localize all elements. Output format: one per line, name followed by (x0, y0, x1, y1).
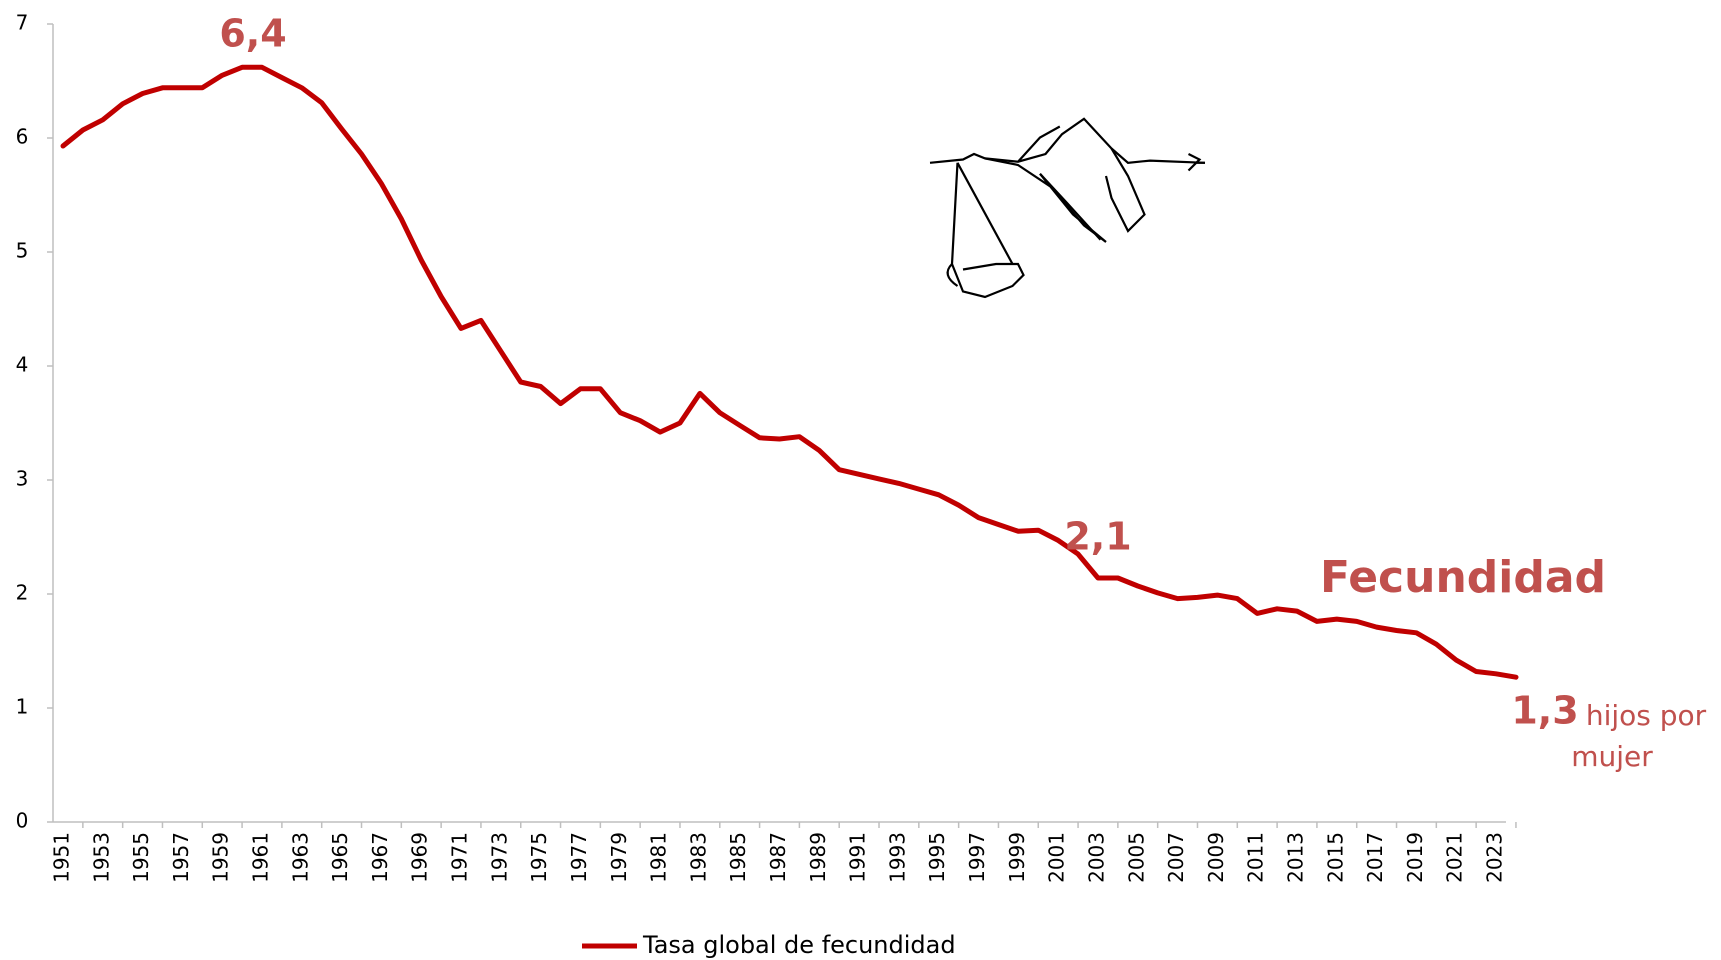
x-tick-label: 2013 (1284, 832, 1308, 883)
y-tick-label: 4 (16, 353, 29, 377)
annotation: 6,4 (219, 12, 286, 56)
x-tick-label: 1975 (527, 832, 551, 883)
x-tick-label: 2011 (1244, 832, 1268, 883)
x-tick-label: 2003 (1084, 832, 1108, 883)
x-tick-label: 2015 (1323, 832, 1347, 883)
x-tick-label: 1991 (846, 832, 870, 883)
annotation: mujer (1571, 740, 1653, 773)
x-tick-label: 1993 (885, 832, 909, 883)
data-line (63, 67, 1516, 677)
x-tick-label: 1961 (248, 832, 272, 883)
chart: 0 1 2 3 4 5 6 7 1951 1953 1955 1957 1959 1961 1963 1965… (0, 0, 1721, 960)
x-tick-label: 2005 (1124, 832, 1148, 883)
x-tick-label: 2023 (1483, 832, 1507, 883)
x-tick-label: 1997 (965, 832, 989, 883)
x-tick-label: 1983 (686, 832, 710, 883)
x-tick-label: 1965 (328, 832, 352, 883)
y-tick-label: 1 (16, 695, 29, 719)
legend-label: Tasa global de fecundidad (642, 931, 956, 959)
x-tick-label: 1953 (89, 832, 113, 883)
x-tick-label: 1987 (766, 832, 790, 883)
x-tick-label: 1995 (925, 832, 949, 883)
x-tick-label: 1959 (209, 832, 233, 883)
annotation: hijos por (1586, 699, 1707, 732)
annotation: 1,3 (1511, 689, 1578, 733)
x-tick-label: 2021 (1443, 832, 1467, 883)
x-tick-label: 1955 (129, 832, 153, 883)
x-tick-label: 1963 (288, 832, 312, 883)
x-tick-label: 2017 (1363, 832, 1387, 883)
x-tick-label: 2019 (1403, 832, 1427, 883)
x-tick-label: 2001 (1045, 832, 1069, 883)
x-tick-label: 1985 (726, 832, 750, 883)
annotation: Fecundidad (1320, 552, 1606, 603)
x-tick-label: 1951 (49, 832, 73, 883)
x-tick-label: 1979 (607, 832, 631, 883)
y-tick-label: 0 (16, 809, 29, 833)
annotation: 2,1 (1064, 515, 1131, 559)
x-tick-label: 2007 (1164, 832, 1188, 883)
x-tick-label: 1971 (448, 832, 472, 883)
y-tick-label: 6 (16, 125, 29, 149)
x-tick-label: 1957 (169, 832, 193, 883)
x-tick-label: 1973 (487, 832, 511, 883)
x-tick-label: 1967 (368, 832, 392, 883)
x-tick-label: 1981 (647, 832, 671, 883)
stork-illustration (930, 119, 1205, 297)
y-tick-label: 5 (16, 239, 29, 263)
y-tick-label: 7 (16, 11, 29, 35)
page: {"chart_data": { "type": "line", "catego… (0, 0, 1721, 960)
x-tick-label: 2009 (1204, 832, 1228, 883)
y-tick-label: 3 (16, 467, 29, 491)
y-tick-label: 2 (16, 581, 29, 605)
x-tick-label: 1999 (1005, 832, 1029, 883)
x-tick-label: 1977 (567, 832, 591, 883)
x-tick-label: 1989 (806, 832, 830, 883)
x-tick-label: 1969 (408, 832, 432, 883)
